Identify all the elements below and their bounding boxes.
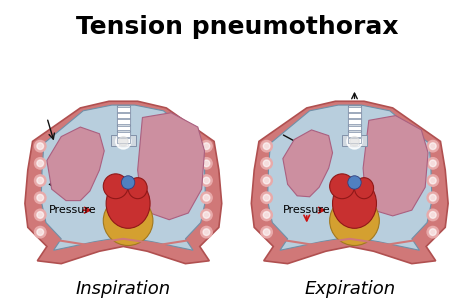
Circle shape [203, 212, 210, 218]
Bar [348, 138, 361, 143]
Circle shape [429, 177, 436, 184]
Circle shape [429, 212, 436, 218]
Polygon shape [47, 127, 104, 201]
Circle shape [427, 175, 438, 186]
Circle shape [263, 229, 270, 236]
Circle shape [201, 175, 212, 186]
Bar [348, 119, 361, 124]
Ellipse shape [333, 179, 376, 228]
Text: Inspiration: Inspiration [76, 280, 171, 298]
Polygon shape [283, 130, 333, 197]
Circle shape [37, 229, 44, 236]
Circle shape [35, 192, 46, 203]
Circle shape [427, 192, 438, 203]
Polygon shape [267, 105, 432, 250]
Bar [117, 132, 130, 137]
Ellipse shape [106, 179, 150, 228]
Polygon shape [25, 101, 222, 264]
Circle shape [116, 134, 131, 149]
Polygon shape [41, 105, 205, 250]
Circle shape [261, 209, 273, 221]
Ellipse shape [329, 196, 379, 245]
Circle shape [427, 226, 438, 238]
Bar [117, 119, 130, 124]
Circle shape [203, 143, 210, 150]
Bar [117, 113, 130, 118]
Circle shape [201, 226, 212, 238]
Bar [117, 107, 130, 112]
Ellipse shape [103, 174, 128, 199]
Bar [117, 138, 130, 143]
Circle shape [203, 229, 210, 236]
Circle shape [35, 175, 46, 186]
Circle shape [35, 209, 46, 221]
Bar [348, 113, 361, 118]
Circle shape [201, 209, 212, 221]
Circle shape [261, 141, 273, 152]
Text: Pressure: Pressure [283, 205, 330, 215]
Circle shape [261, 192, 273, 203]
Ellipse shape [348, 176, 361, 189]
Circle shape [37, 194, 44, 201]
Circle shape [118, 137, 128, 146]
Bar [348, 107, 361, 112]
Circle shape [427, 209, 438, 221]
Ellipse shape [329, 174, 355, 199]
Circle shape [37, 177, 44, 184]
Bar [359, 135, 367, 146]
Bar [348, 132, 361, 137]
Bar [342, 135, 350, 146]
Circle shape [37, 160, 44, 167]
Circle shape [261, 226, 273, 238]
Text: Tension pneumothorax: Tension pneumothorax [76, 15, 398, 39]
Bar [128, 135, 136, 146]
Circle shape [35, 158, 46, 169]
Ellipse shape [121, 176, 135, 189]
Circle shape [263, 194, 270, 201]
Circle shape [203, 160, 210, 167]
Circle shape [35, 141, 46, 152]
Circle shape [427, 158, 438, 169]
Text: Expiration: Expiration [304, 280, 395, 298]
Circle shape [201, 141, 212, 152]
Circle shape [261, 175, 273, 186]
Circle shape [427, 141, 438, 152]
Bar [348, 126, 361, 130]
Circle shape [429, 229, 436, 236]
Circle shape [263, 160, 270, 167]
Circle shape [347, 134, 362, 149]
Circle shape [429, 143, 436, 150]
Text: Pressure: Pressure [49, 205, 96, 215]
Ellipse shape [128, 178, 147, 199]
Circle shape [37, 212, 44, 218]
Ellipse shape [103, 196, 153, 245]
Circle shape [261, 158, 273, 169]
Bar [111, 135, 118, 146]
Circle shape [37, 143, 44, 150]
Circle shape [35, 226, 46, 238]
Circle shape [429, 160, 436, 167]
Circle shape [203, 177, 210, 184]
Circle shape [350, 137, 359, 146]
Circle shape [201, 158, 212, 169]
Circle shape [263, 143, 270, 150]
Polygon shape [251, 101, 448, 264]
Circle shape [203, 194, 210, 201]
Bar [117, 105, 130, 146]
Bar [348, 105, 361, 146]
Polygon shape [363, 116, 428, 216]
Circle shape [201, 192, 212, 203]
Bar [117, 126, 130, 130]
Circle shape [263, 212, 270, 218]
Circle shape [429, 194, 436, 201]
Circle shape [263, 177, 270, 184]
Ellipse shape [355, 178, 374, 199]
Polygon shape [137, 113, 204, 220]
